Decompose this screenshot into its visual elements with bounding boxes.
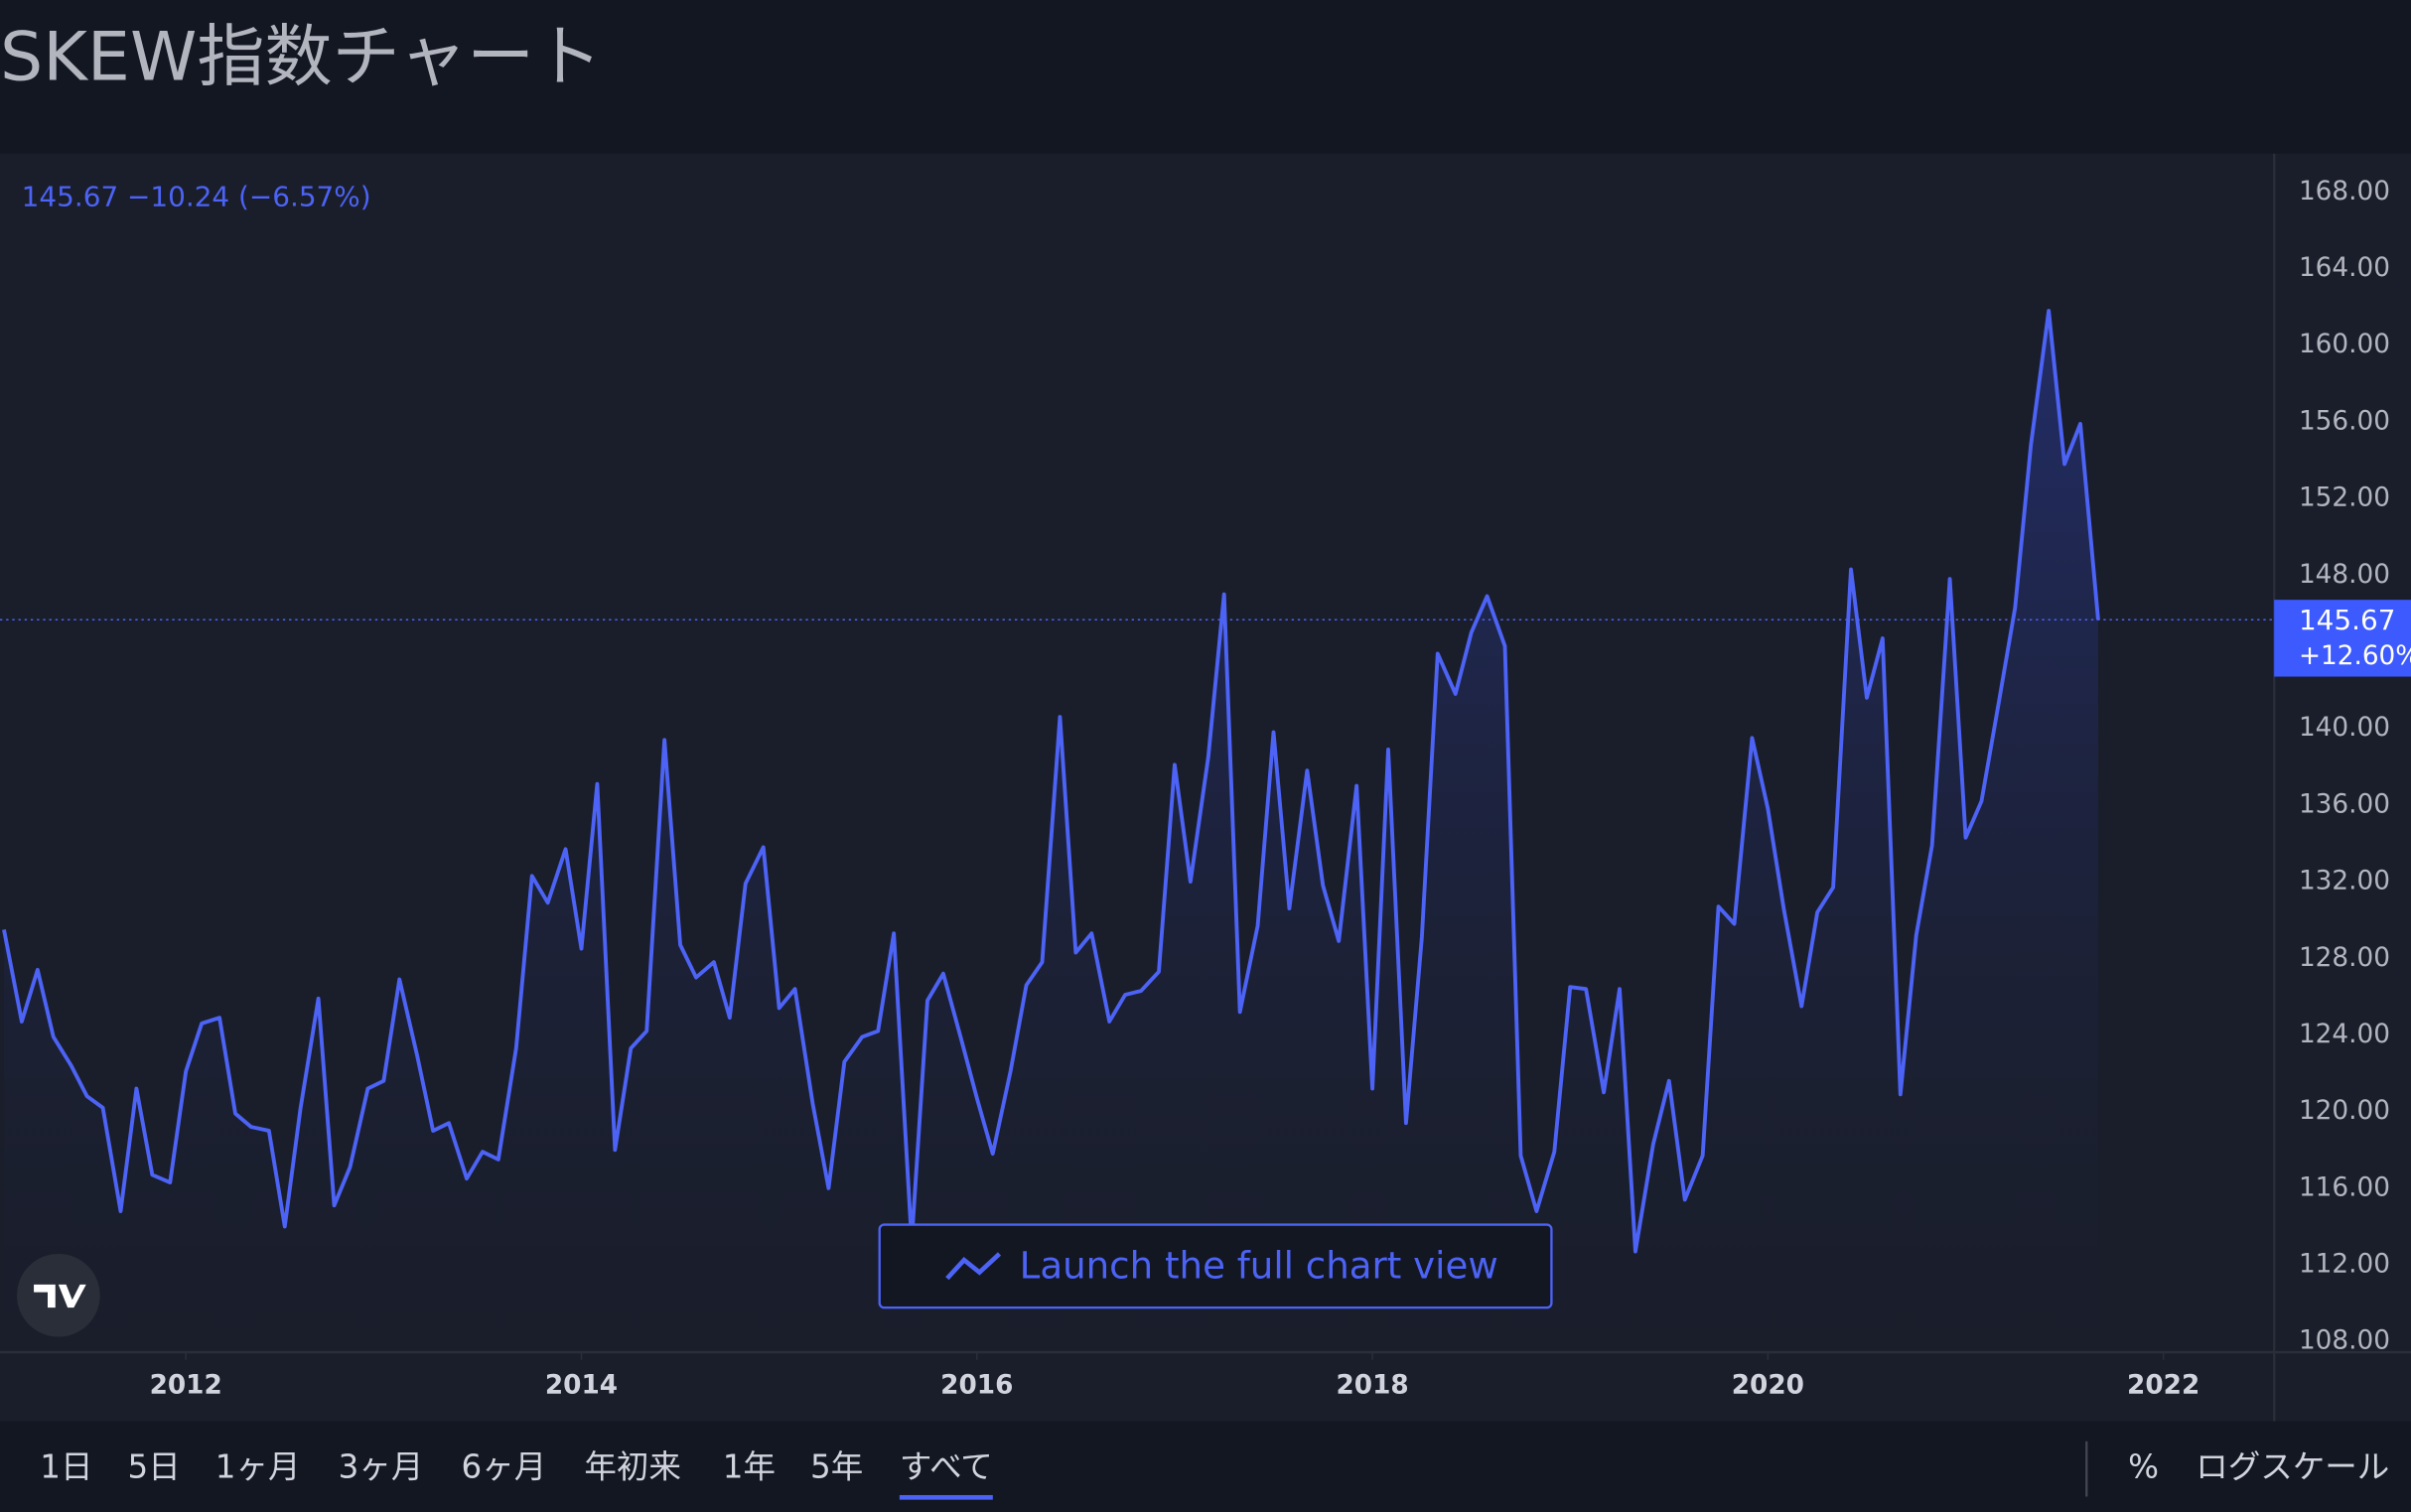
x-tick-label: 2012 [150, 1371, 222, 1401]
y-tick-label: 148.00 [2299, 560, 2390, 590]
range-button[interactable]: 1日 [40, 1448, 92, 1486]
x-tick-label: 2016 [940, 1371, 1013, 1401]
toolbar [0, 1421, 2411, 1512]
y-tick-label: 156.00 [2299, 406, 2390, 436]
y-tick-label: 132.00 [2299, 867, 2390, 896]
range-button[interactable]: 5日 [128, 1448, 181, 1486]
plot-area [0, 309, 2275, 1353]
launch-button[interactable]: Launch the full chart view [878, 1223, 1553, 1309]
x-tick-label: 2014 [545, 1371, 618, 1401]
scale-option[interactable]: ログスケール [2196, 1448, 2389, 1486]
y-tick-label: 112.00 [2299, 1250, 2390, 1280]
y-tick-label: 108.00 [2299, 1326, 2390, 1356]
y-tick-label: 128.00 [2299, 943, 2390, 973]
price-header: 145.67 −10.24 (−6.57%) [22, 181, 371, 213]
last-change-label: +12.60% [2299, 641, 2411, 671]
scale-option[interactable]: % [2128, 1448, 2159, 1486]
y-tick-label: 160.00 [2299, 330, 2390, 359]
price-line [2, 309, 2100, 1254]
range-button[interactable]: 5年 [810, 1448, 863, 1486]
y-tick-label: 124.00 [2299, 1020, 2390, 1049]
range-buttons: 1日 5日 1ヶ月 3ヶ月 6ヶ月 年初来 1年 5年 すべて% ログスケール [40, 1448, 2389, 1500]
y-tick-label: 168.00 [2299, 177, 2390, 206]
x-tick-label: 2018 [1336, 1371, 1408, 1401]
x-tick-label: 2022 [2127, 1371, 2199, 1401]
launch-icon [945, 1252, 1002, 1281]
page-title: SKEW指数チャート [0, 18, 602, 96]
y-tick-label: 152.00 [2299, 483, 2390, 513]
last-price-tag [2274, 600, 2411, 677]
last-price-label: 145.67 [2299, 604, 2396, 636]
range-button[interactable]: すべて [900, 1448, 993, 1486]
range-button[interactable]: 年初来 [584, 1448, 681, 1486]
launch-button-label[interactable]: Launch the full chart view [1020, 1244, 1498, 1287]
logo-circle [17, 1253, 100, 1337]
y-tick-label: 116.00 [2299, 1172, 2390, 1202]
y-tick-label: 140.00 [2299, 713, 2390, 743]
y-tick-label: 136.00 [2299, 789, 2390, 819]
x-tick-label: 2020 [1732, 1371, 1804, 1401]
area-fill [3, 311, 2098, 1353]
launch-button-frame[interactable] [878, 1223, 1553, 1309]
y-tick-label: 120.00 [2299, 1096, 2390, 1126]
range-active-underline [899, 1494, 993, 1500]
range-button[interactable]: 6ヶ月 [462, 1448, 547, 1486]
y-tick-label: 164.00 [2299, 253, 2390, 283]
range-button[interactable]: 1ヶ月 [215, 1448, 301, 1486]
logo [17, 1253, 100, 1337]
logo-mark [34, 1284, 86, 1308]
range-button[interactable]: 3ヶ月 [339, 1448, 424, 1486]
range-button[interactable]: 1年 [723, 1448, 776, 1486]
